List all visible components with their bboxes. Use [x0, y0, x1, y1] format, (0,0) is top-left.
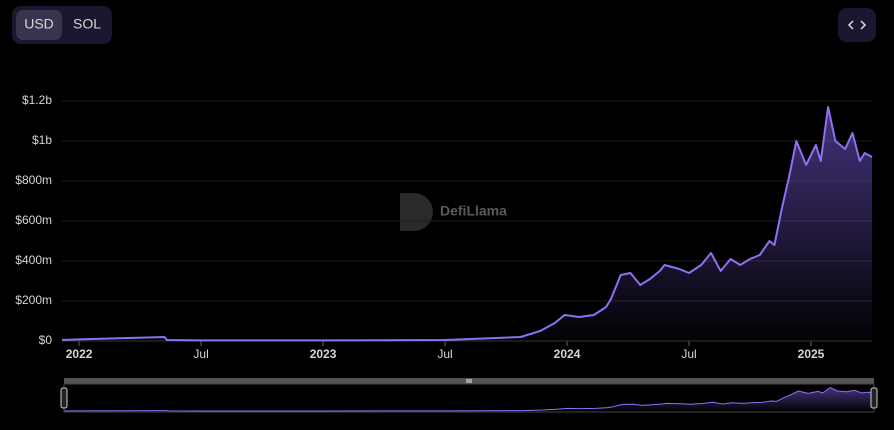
toggle-active[interactable]: [16, 10, 62, 40]
x-tick-label: 2023: [310, 347, 337, 361]
watermark-logo: [400, 193, 433, 231]
area-line: [61, 106, 873, 342]
x-tick-label: 2022: [66, 347, 93, 361]
x-tick-label: 2024: [554, 347, 581, 361]
embed-icon: [847, 20, 867, 30]
navigator-right-handle[interactable]: [870, 387, 878, 409]
navigator-area-line: [63, 387, 875, 412]
navigator-area-fill: [64, 387, 874, 411]
y-tick-label: $1b: [32, 133, 52, 147]
toggle-usd[interactable]: USD: [24, 16, 54, 32]
y-tick-label: $1.2b: [22, 93, 52, 107]
x-tick-label: Jul: [437, 347, 452, 361]
y-tick-label: $400m: [15, 253, 52, 267]
navigator-left-handle[interactable]: [60, 387, 68, 409]
toggle-sol[interactable]: SOL: [73, 16, 101, 32]
area-fill: [62, 107, 872, 341]
y-tick-label: $0: [39, 333, 53, 347]
y-tick-label: $800m: [15, 173, 52, 187]
y-tick-label: $600m: [15, 213, 52, 227]
x-tick-label: Jul: [193, 347, 208, 361]
watermark: DefiLlama: [440, 203, 507, 219]
y-tick-label: $200m: [15, 293, 52, 307]
embed-button[interactable]: [838, 8, 876, 42]
x-tick-label: 2025: [798, 347, 825, 361]
navigator-grip: [466, 379, 472, 383]
x-tick-label: Jul: [681, 347, 696, 361]
